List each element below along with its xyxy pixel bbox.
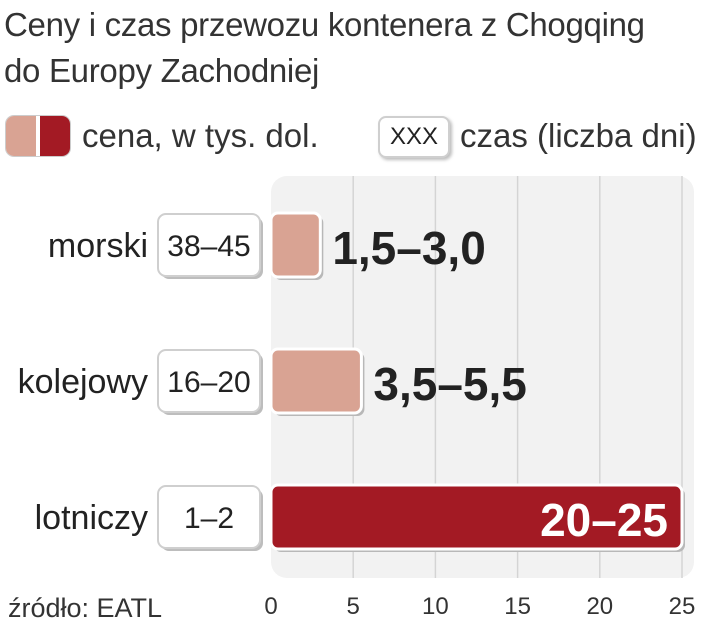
time-box: [157, 213, 261, 277]
bar: [269, 347, 363, 415]
source-note: źródło: EATL: [8, 593, 163, 623]
category-label: morski: [48, 227, 148, 265]
x-tick-label: 5: [347, 593, 360, 620]
x-tick-label: 25: [669, 593, 696, 620]
time-box: [157, 349, 261, 413]
legend-swatch-light: [6, 116, 36, 156]
data-label: 1,5–3,0: [332, 222, 485, 274]
data-label: 20–25: [540, 494, 668, 546]
x-tick-label: 0: [264, 593, 277, 620]
time-label: 16–20: [167, 366, 250, 399]
category-label: lotniczy: [35, 499, 148, 537]
chart-title: Ceny i czas przewozu kontenera z Chogqin…: [4, 2, 704, 94]
bar: [269, 483, 684, 551]
time-box: [157, 485, 261, 549]
title-line-1: Ceny i czas przewozu kontenera z Chogqin…: [4, 6, 645, 43]
data-label: 3,5–5,5: [373, 358, 526, 410]
title-line-2: do Europy Zachodniej: [4, 52, 320, 89]
legend-swatch-dark: [40, 116, 70, 156]
legend-time-label: czas (liczba dni): [460, 117, 697, 154]
x-tick-label: 20: [586, 593, 613, 620]
time-label: 1–2: [184, 502, 234, 535]
category-label: kolejowy: [18, 363, 148, 401]
bar: [269, 211, 322, 279]
time-label: 38–45: [167, 230, 250, 263]
x-tick-label: 15: [504, 593, 531, 620]
legend-price-swatch: [6, 116, 70, 156]
legend: cena, w tys. dol. XXX czas (liczba dni): [6, 112, 706, 160]
legend-price-label: cena, w tys. dol.: [82, 117, 319, 154]
plot-background: [271, 176, 694, 578]
legend-time-box: XXX: [378, 116, 450, 158]
x-tick-label: 10: [422, 593, 449, 620]
